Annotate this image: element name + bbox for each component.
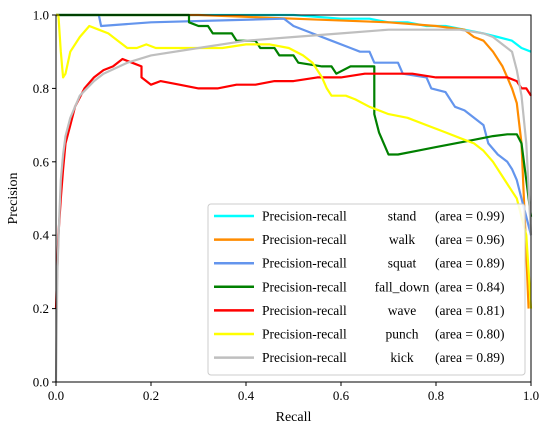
legend: Precision-recall stand (area = 0.99) Precis…: [207, 203, 526, 376]
legend-label: Precision-recall: [262, 303, 347, 318]
legend-class: wave: [388, 303, 416, 318]
legend-label: Precision-recall: [262, 209, 347, 224]
x-tick-label: 0.4: [238, 388, 255, 403]
x-tick-label: 0.6: [333, 388, 350, 403]
x-tick-label: 0.0: [48, 388, 64, 403]
legend-area: (area = 0.99): [435, 209, 504, 224]
legend-label: Precision-recall: [262, 256, 347, 271]
x-ticks: 0.0 0.2 0.4 0.6 0.8 1.0: [48, 382, 539, 403]
legend-area: (area = 0.81): [435, 303, 504, 318]
y-tick-label: 0.0: [33, 375, 49, 390]
plot-frame: [55, 14, 532, 383]
x-tick-label: 0.2: [143, 388, 159, 403]
legend-label: Precision-recall: [262, 327, 347, 342]
legend-class: fall_down: [375, 279, 430, 294]
legend-area: (area = 0.80): [435, 327, 504, 342]
legend-class: punch: [386, 327, 419, 342]
legend-area: (area = 0.89): [435, 350, 504, 365]
y-tick-label: 0.6: [33, 154, 50, 169]
series-line-walk: [56, 13, 530, 309]
x-tick-label: 1.0: [523, 388, 539, 403]
legend-area: (area = 0.89): [435, 256, 504, 271]
series-line-punch: [56, 13, 533, 309]
y-tick-label: 0.8: [33, 81, 49, 96]
legend-class: squat: [388, 256, 417, 271]
curves-group: [54, 13, 533, 383]
x-tick-label: 0.8: [428, 388, 444, 403]
legend-area: (area = 0.84): [435, 279, 504, 294]
legend-label: Precision-recall: [262, 279, 347, 294]
legend-box: [207, 203, 526, 376]
series-line-squat: [56, 13, 533, 236]
y-tick-label: 0.4: [33, 228, 50, 243]
y-tick-label: 1.0: [33, 8, 49, 23]
legend-area: (area = 0.96): [435, 232, 504, 247]
legend-class: stand: [388, 209, 417, 224]
legend-class: walk: [389, 232, 415, 247]
legend-class: kick: [390, 350, 413, 365]
x-axis-label: Recall: [276, 410, 312, 425]
y-ticks: 0.0 0.2 0.4 0.6 0.8 1.0: [33, 8, 56, 390]
series-line-fall_down: [56, 13, 533, 217]
legend-label: Precision-recall: [262, 232, 347, 247]
y-tick-label: 0.2: [33, 301, 49, 316]
y-axis-label: Precision: [6, 172, 21, 224]
legend-label: Precision-recall: [262, 350, 347, 365]
series-line-kick: [54, 28, 533, 383]
